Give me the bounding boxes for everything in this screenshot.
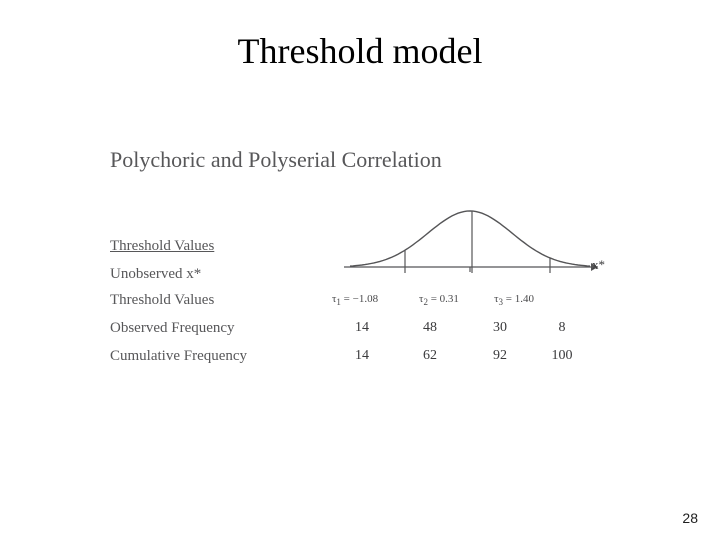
cum-1: 14 <box>330 348 394 364</box>
cum-3: 92 <box>466 348 534 364</box>
tau-1: τ1 = −1.08 <box>330 293 394 307</box>
content-area: Polychoric and Polyserial Correlation Th… <box>110 147 720 369</box>
curve-svg <box>330 197 610 279</box>
obs-3: 30 <box>466 320 534 336</box>
section-heading: Polychoric and Polyserial Correlation <box>110 147 720 173</box>
tau-cells: τ1 = −1.08 τ2 = 0.31 τ3 = 1.40 <box>330 293 590 307</box>
label-observed: Observed Frequency <box>110 320 330 337</box>
tau-2: τ2 = 0.31 <box>394 293 466 307</box>
observed-cells: 14 48 30 8 <box>330 320 590 336</box>
slide-title: Threshold model <box>0 0 720 72</box>
label-unobserved: Unobserved x* <box>110 266 330 283</box>
normal-curve-chart: x* <box>330 197 610 277</box>
label-threshold-values: Threshold Values <box>110 292 330 309</box>
cum-4: 100 <box>534 348 590 364</box>
obs-1: 14 <box>330 320 394 336</box>
tau-3: τ3 = 1.40 <box>466 293 534 307</box>
axis-label-xstar: x* <box>592 257 605 273</box>
row-observed: Observed Frequency 14 48 30 8 <box>110 315 720 341</box>
label-cumulative: Cumulative Frequency <box>110 348 330 365</box>
cum-2: 62 <box>394 348 466 364</box>
obs-4: 8 <box>534 320 590 336</box>
page-number: 28 <box>682 510 698 526</box>
cumulative-cells: 14 62 92 100 <box>330 348 590 364</box>
row-threshold-taus: Threshold Values τ1 = −1.08 τ2 = 0.31 τ3… <box>110 287 720 313</box>
obs-2: 48 <box>394 320 466 336</box>
row-cumulative: Cumulative Frequency 14 62 92 100 <box>110 343 720 369</box>
tau-empty <box>534 293 590 307</box>
